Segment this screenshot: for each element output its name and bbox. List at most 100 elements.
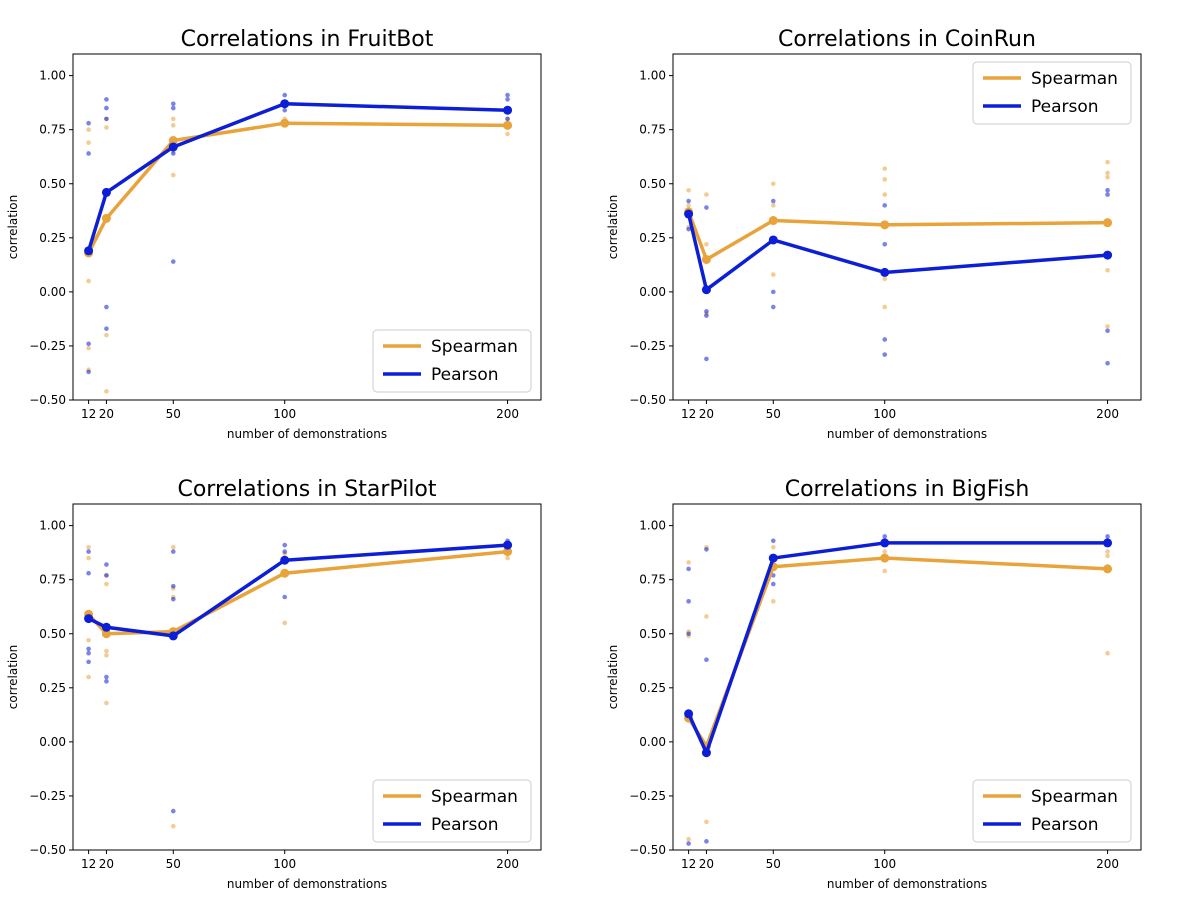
chart-1-spearman-sample-point (686, 203, 691, 208)
chart-0-pearson-mean-point (280, 99, 290, 109)
chart-0-pearson-sample-point (104, 116, 109, 122)
chart-0-y-axis-label: correlation (6, 195, 20, 259)
chart-2-spearman-sample-point (170, 544, 176, 550)
chart-1-pearson-sample-point (882, 203, 888, 208)
chart-0-spearman-sample-point (86, 140, 91, 145)
chart-0-plot-frame (72, 53, 542, 401)
chart-1-ytick-label: −0.25 (629, 339, 666, 353)
chart-1-pearson-mean-point (768, 235, 778, 245)
chart-0-pearson-sample-point (104, 97, 109, 102)
chart-3-ytick-label: 0.75 (639, 573, 666, 587)
chart-2-spearman-sample-point (86, 674, 91, 680)
chart-0-spearman-sample-point (505, 131, 510, 137)
chart-1-spearman-sample-point (882, 304, 888, 310)
chart-3-xtick-label: 12 (681, 857, 696, 871)
chart-2-pearson-sample-point (86, 570, 91, 576)
chart-1-x-axis-label: number of demonstrations (827, 427, 987, 441)
chart-0-xtick-label: 100 (273, 407, 296, 421)
chart-0-pearson-sample-point (505, 97, 510, 102)
chart-1-pearson-mean-point (1103, 250, 1113, 260)
chart-3-xtick-label: 50 (766, 857, 781, 871)
chart-1-spearman-mean-point (768, 216, 778, 226)
chart-1-pearson-sample-point (704, 309, 709, 314)
chart-1-spearman-sample-point (1105, 267, 1110, 273)
chart-0: Correlations in FruitBot −0.50 −0.25 0.00 0.… (6, 27, 542, 441)
chart-3-pearson-sample-point (770, 538, 776, 544)
chart-2-spearman-sample-point (86, 544, 91, 550)
chart-3-spearman-sample-point (686, 836, 691, 842)
chart-3-pearson-mean-point (701, 748, 711, 758)
chart-2-spearman-sample-point (86, 555, 91, 561)
chart-2-ytick-label: 1.00 (39, 519, 66, 533)
chart-2-pearson-sample-point (170, 808, 176, 814)
chart-2-legend-pearson-label: Pearson (431, 815, 499, 835)
chart-0-pearson-sample-point (505, 92, 510, 98)
chart-1-xtick-label: 100 (873, 407, 896, 421)
chart-3-legend-pearson-label: Pearson (1031, 815, 1099, 835)
chart-2-xtick-label: 20 (99, 857, 114, 871)
chart-2-xtick-label: 12 (81, 857, 96, 871)
chart-1-spearman-sample-point (1105, 324, 1110, 329)
chart-3-pearson-mean-point (1103, 538, 1113, 548)
chart-2-pearson-mean-point (84, 614, 94, 624)
chart-3-pearson-sample-point (686, 566, 691, 572)
chart-1: Correlations in CoinRun −0.50 −0.25 0.00 0.2… (606, 27, 1142, 441)
chart-1-xtick-label: 50 (766, 407, 781, 421)
chart-1-ytick-label: 0.00 (639, 285, 666, 299)
chart-2-pearson-mean-point (503, 540, 513, 550)
chart-3-spearman-sample-point (704, 614, 709, 619)
chart-1-xtick-label: 12 (681, 407, 696, 421)
chart-0-xtick-label: 50 (166, 407, 181, 421)
chart-3-pearson-sample-point (704, 547, 709, 552)
chart-2-ytick-label: 0.00 (39, 735, 66, 749)
chart-1-pearson-sample-point (770, 289, 776, 295)
chart-1-pearson-sample-point (686, 226, 691, 232)
chart-3-ytick-label: −0.25 (629, 789, 666, 803)
chart-1-pearson-sample-point (1105, 360, 1110, 366)
chart-0-title: Correlations in FruitBot (181, 27, 434, 52)
chart-3-spearman-sample-point (770, 599, 776, 604)
chart-1-plot-frame (672, 53, 1142, 401)
chart-1-spearman-sample-point (704, 192, 709, 197)
chart-0-spearman-sample-point (86, 278, 91, 284)
chart-2-pearson-sample-point (86, 549, 91, 554)
chart-0-xtick-label: 200 (496, 407, 519, 421)
chart-0-spearman-sample-point (170, 123, 176, 128)
chart-0-pearson-sample-point (86, 369, 91, 375)
chart-1-spearman-sample-point (882, 276, 888, 282)
chart-2-spearman-mean-point (503, 547, 513, 557)
chart-2-xtick-label: 100 (273, 857, 296, 871)
chart-1-spearman-mean-point (880, 220, 890, 230)
chart-2-spearman-sample-point (104, 653, 109, 658)
chart-0-spearman-sample-point (86, 127, 91, 132)
chart-2-title: Correlations in StarPilot (177, 477, 436, 502)
chart-1-spearman-sample-point (704, 242, 709, 247)
chart-2-legend: Spearman Pearson (372, 779, 532, 843)
chart-1-pearson-mean-point (701, 285, 711, 295)
chart-3-x-axis-label: number of demonstrations (827, 877, 987, 891)
chart-0-xtick-label: 20 (99, 407, 114, 421)
chart-2-spearman-sample-point (104, 648, 109, 654)
chart-2-xtick-label: 50 (166, 857, 181, 871)
chart-0-pearson-sample-point (170, 101, 176, 107)
chart-0-pearson-sample-point (282, 107, 288, 113)
chart-3-spearman-sample-point (882, 549, 888, 554)
chart-3-spearman-mean-point (1103, 564, 1113, 574)
chart-3-spearman-sample-point (686, 560, 691, 565)
chart-0-ytick-label: 0.00 (39, 285, 66, 299)
chart-3-title: Correlations in BigFish (785, 477, 1030, 502)
chart-3-pearson-sample-point (882, 534, 888, 539)
chart-1-pearson-sample-point (704, 356, 709, 362)
chart-0-ytick-label: −0.50 (29, 393, 66, 407)
chart-0-pearson-sample-point (282, 92, 288, 98)
chart-1-spearman-mean-point (1103, 218, 1113, 228)
chart-2-y-axis-label: correlation (6, 645, 20, 709)
chart-0-legend-spearman-label: Spearman (431, 337, 518, 357)
chart-0-legend: Spearman Pearson (372, 329, 532, 393)
chart-2-pearson-sample-point (104, 679, 109, 684)
chart-3-spearman-line (687, 556, 1108, 748)
chart-0-pearson-sample-point (170, 151, 176, 156)
chart-0-pearson-mean-point (101, 187, 111, 197)
chart-1-spearman-sample-point (882, 166, 888, 171)
